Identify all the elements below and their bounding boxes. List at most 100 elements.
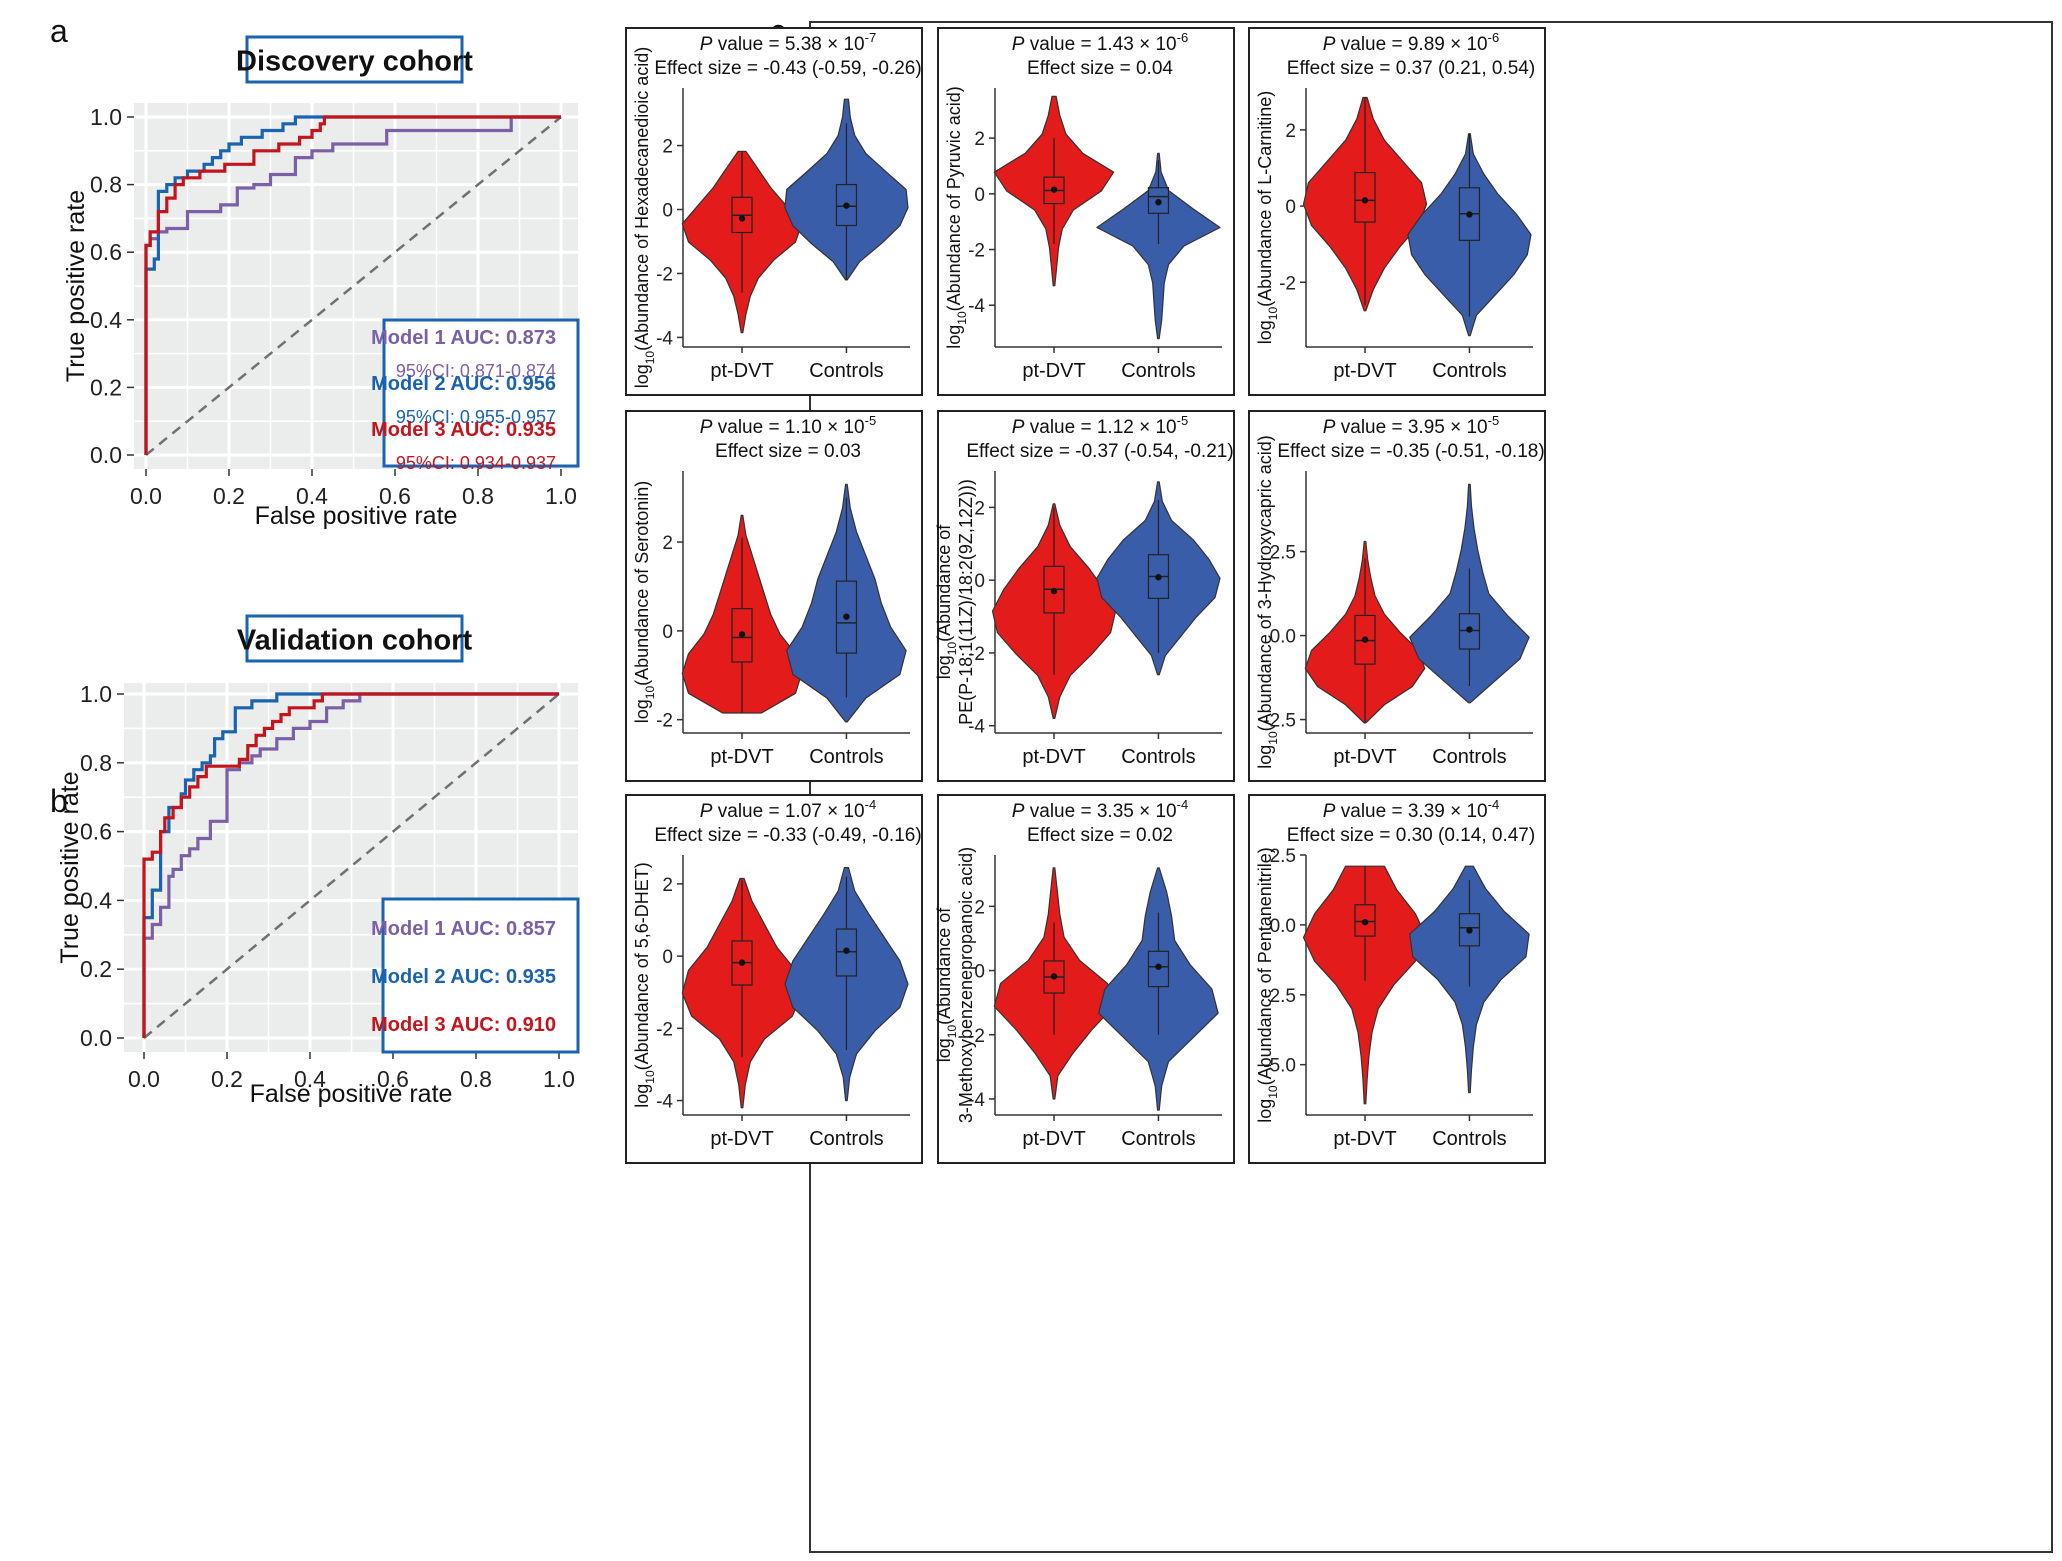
- y-tick-label: -4: [968, 1090, 985, 1111]
- effect-size-label: Effect size = -0.43 (-0.59, -0.26): [654, 58, 921, 79]
- mean-point: [1050, 186, 1058, 193]
- y-axis-title-text: (Abundance of Pyruvic acid): [944, 86, 964, 311]
- diagonal-reference: [145, 116, 562, 456]
- y-tick-label: -2: [968, 644, 985, 665]
- y-tick-label: 0.0: [80, 1025, 112, 1051]
- x-tick-label: 0.6: [379, 483, 411, 509]
- effect-size-label: Effect size = -0.33 (-0.49, -0.16): [654, 825, 921, 846]
- violin-pentanenitrile: P value = 3.39 × 10-4 Effect size = 0.30 …: [1248, 794, 1546, 1164]
- y-axis-title: log10(Abundance of 5,6-DHET): [632, 862, 657, 1108]
- iqr-box: [1147, 950, 1170, 988]
- x-category-label: Controls: [1121, 746, 1195, 768]
- effect-size-label: Effect size = 0.03: [715, 441, 861, 462]
- y-tick-label: 0: [662, 947, 673, 968]
- y-tick-label: 0.0: [1270, 627, 1296, 648]
- y-axis-title-text: (Abundance of: [934, 524, 954, 642]
- iqr-box: [1354, 614, 1376, 665]
- x-tick-label: 1.0: [543, 1066, 575, 1092]
- x-category-label: Controls: [1121, 1128, 1195, 1150]
- y-axis-title: True positive rate: [62, 190, 90, 382]
- y-axis-title: log10(Abundance of L-Carnitine): [1255, 91, 1280, 345]
- legend-box: [382, 318, 580, 468]
- y-tick-label: 2: [662, 875, 673, 896]
- legend-entry: Model 1 AUC: 0.873: [371, 327, 556, 349]
- pvalue-exponent: -5: [865, 413, 877, 428]
- y-axis-title: log10(Abundance of Pyruvic acid): [944, 86, 969, 349]
- pvalue-exponent: -4: [1177, 797, 1189, 812]
- x-tick-label: 0.0: [130, 483, 162, 509]
- legend-entry: Model 3 AUC: 0.935: [371, 419, 556, 441]
- diagonal-reference: [143, 693, 560, 1039]
- y-axis-title: log10(Abundance of 3-Hydroxycapric acid): [1255, 435, 1280, 769]
- x-category-label: pt-DVT: [710, 1128, 773, 1150]
- violin-pt-dvt: [1304, 540, 1426, 724]
- mean-point: [843, 202, 850, 209]
- violin-carnitine: P value = 9.89 × 10-6 Effect size = 0.37 …: [1248, 27, 1546, 396]
- y-tick-label: -2: [656, 264, 673, 285]
- cohort-title-box: [245, 35, 464, 84]
- violin-pt-dvt: [993, 867, 1115, 1100]
- pvalue-exponent: -4: [865, 797, 877, 812]
- iqr-box: [1147, 187, 1170, 214]
- mean-point: [1466, 626, 1473, 633]
- y-tick-label: 0: [662, 622, 673, 643]
- legend-ci: 95%CI: 0.955-0.957: [396, 407, 556, 427]
- y-axis-title-text: (Abundance of Serotonin): [632, 481, 652, 686]
- x-category-label: Controls: [809, 1128, 883, 1150]
- y-tick-label: 0.8: [80, 750, 112, 776]
- legend-entry: Model 3 AUC: 0.910: [371, 1014, 556, 1036]
- y-tick-label: 2.5: [1270, 543, 1296, 564]
- y-tick-label: 2: [1285, 121, 1296, 142]
- iqr-box: [1354, 171, 1376, 223]
- y-tick-label: 2.5: [1270, 846, 1296, 867]
- y-axis-title-text: (Abundance of: [934, 907, 954, 1025]
- pvalue-exponent: -5: [1177, 413, 1189, 428]
- y-tick-label: 0.6: [90, 239, 122, 265]
- violin-controls: [1096, 152, 1221, 340]
- y-tick-label: 0.4: [80, 887, 112, 913]
- cohort-title: Discovery cohort: [236, 46, 473, 78]
- legend-entry: Model 2 AUC: 0.935: [371, 966, 556, 988]
- violin-hexadecanedioic: P value = 5.38 × 10-7 Effect size = -0.43…: [625, 27, 923, 396]
- x-category-label: Controls: [809, 746, 883, 768]
- y-tick-label: 0.4: [90, 307, 122, 333]
- y-axis-title-line2: PE(P-18:1(11Z)/18:2(9Z,12Z))): [956, 479, 976, 725]
- x-tick-label: 0.2: [213, 483, 245, 509]
- violin-pt-dvt: [991, 503, 1117, 720]
- pvalue-exponent: -7: [865, 30, 877, 45]
- y-axis-title-text: (Abundance of L-Carnitine): [1255, 91, 1275, 307]
- y-tick-label: 0.6: [80, 819, 112, 845]
- y-axis-title: log10(Abundance of Pentanenitrile): [1255, 847, 1280, 1123]
- violin-panels: P value = 5.38 × 10-7 Effect size = -0.43…: [625, 27, 1546, 1164]
- y-tick-label: 1.0: [90, 104, 122, 130]
- y-tick-label: -4: [656, 328, 673, 349]
- pvalue-label: P value = 5.38 × 10-7: [700, 30, 876, 55]
- mean-point: [1155, 963, 1162, 970]
- y-axis-title: True positive rate: [56, 771, 84, 963]
- y-tick-label: 0.2: [80, 956, 112, 982]
- effect-size-label: Effect size = -0.37 (-0.54, -0.21): [966, 441, 1233, 462]
- pvalue-label: P value = 1.10 × 10-5: [700, 413, 876, 438]
- violin-hydroxycapric: P value = 3.95 × 10-5 Effect size = -0.35…: [1248, 410, 1546, 782]
- cohort-title: Validation cohort: [237, 625, 473, 657]
- y-axis-title-text: (Abundance of 5,6-DHET): [632, 862, 652, 1070]
- roc-panels: Discovery cohort 0.0 0.2 0.4 0.6 0.8 1.0 0.0 0.2…: [56, 35, 580, 1108]
- mean-point: [1361, 918, 1369, 926]
- y-tick-label: 0: [974, 185, 985, 206]
- mean-point: [1050, 587, 1058, 595]
- y-axis-title: log10(Abundance of: [934, 907, 959, 1062]
- pvalue-label: P value = 3.35 × 10-4: [1012, 797, 1188, 822]
- x-tick-label: 0.4: [296, 483, 328, 509]
- pvalue-mantissa: 9.89: [1408, 34, 1445, 55]
- effect-size-label: Effect size = 0.30 (0.14, 0.47): [1287, 825, 1535, 846]
- violin-panel-frame: [1248, 410, 1546, 782]
- y-tick-label: -2.5: [1263, 986, 1296, 1007]
- x-tick-label: 0.6: [377, 1066, 409, 1092]
- effect-size-label: Effect size = -0.35 (-0.51, -0.18): [1277, 441, 1544, 462]
- x-category-label: Controls: [1432, 360, 1506, 382]
- legend-ci: 95%CI: 0.871-0.874: [396, 361, 556, 381]
- legend-entry: Model 1 AUC: 0.857: [371, 918, 556, 940]
- x-category-label: pt-DVT: [710, 360, 773, 382]
- x-category-label: pt-DVT: [1333, 1128, 1396, 1150]
